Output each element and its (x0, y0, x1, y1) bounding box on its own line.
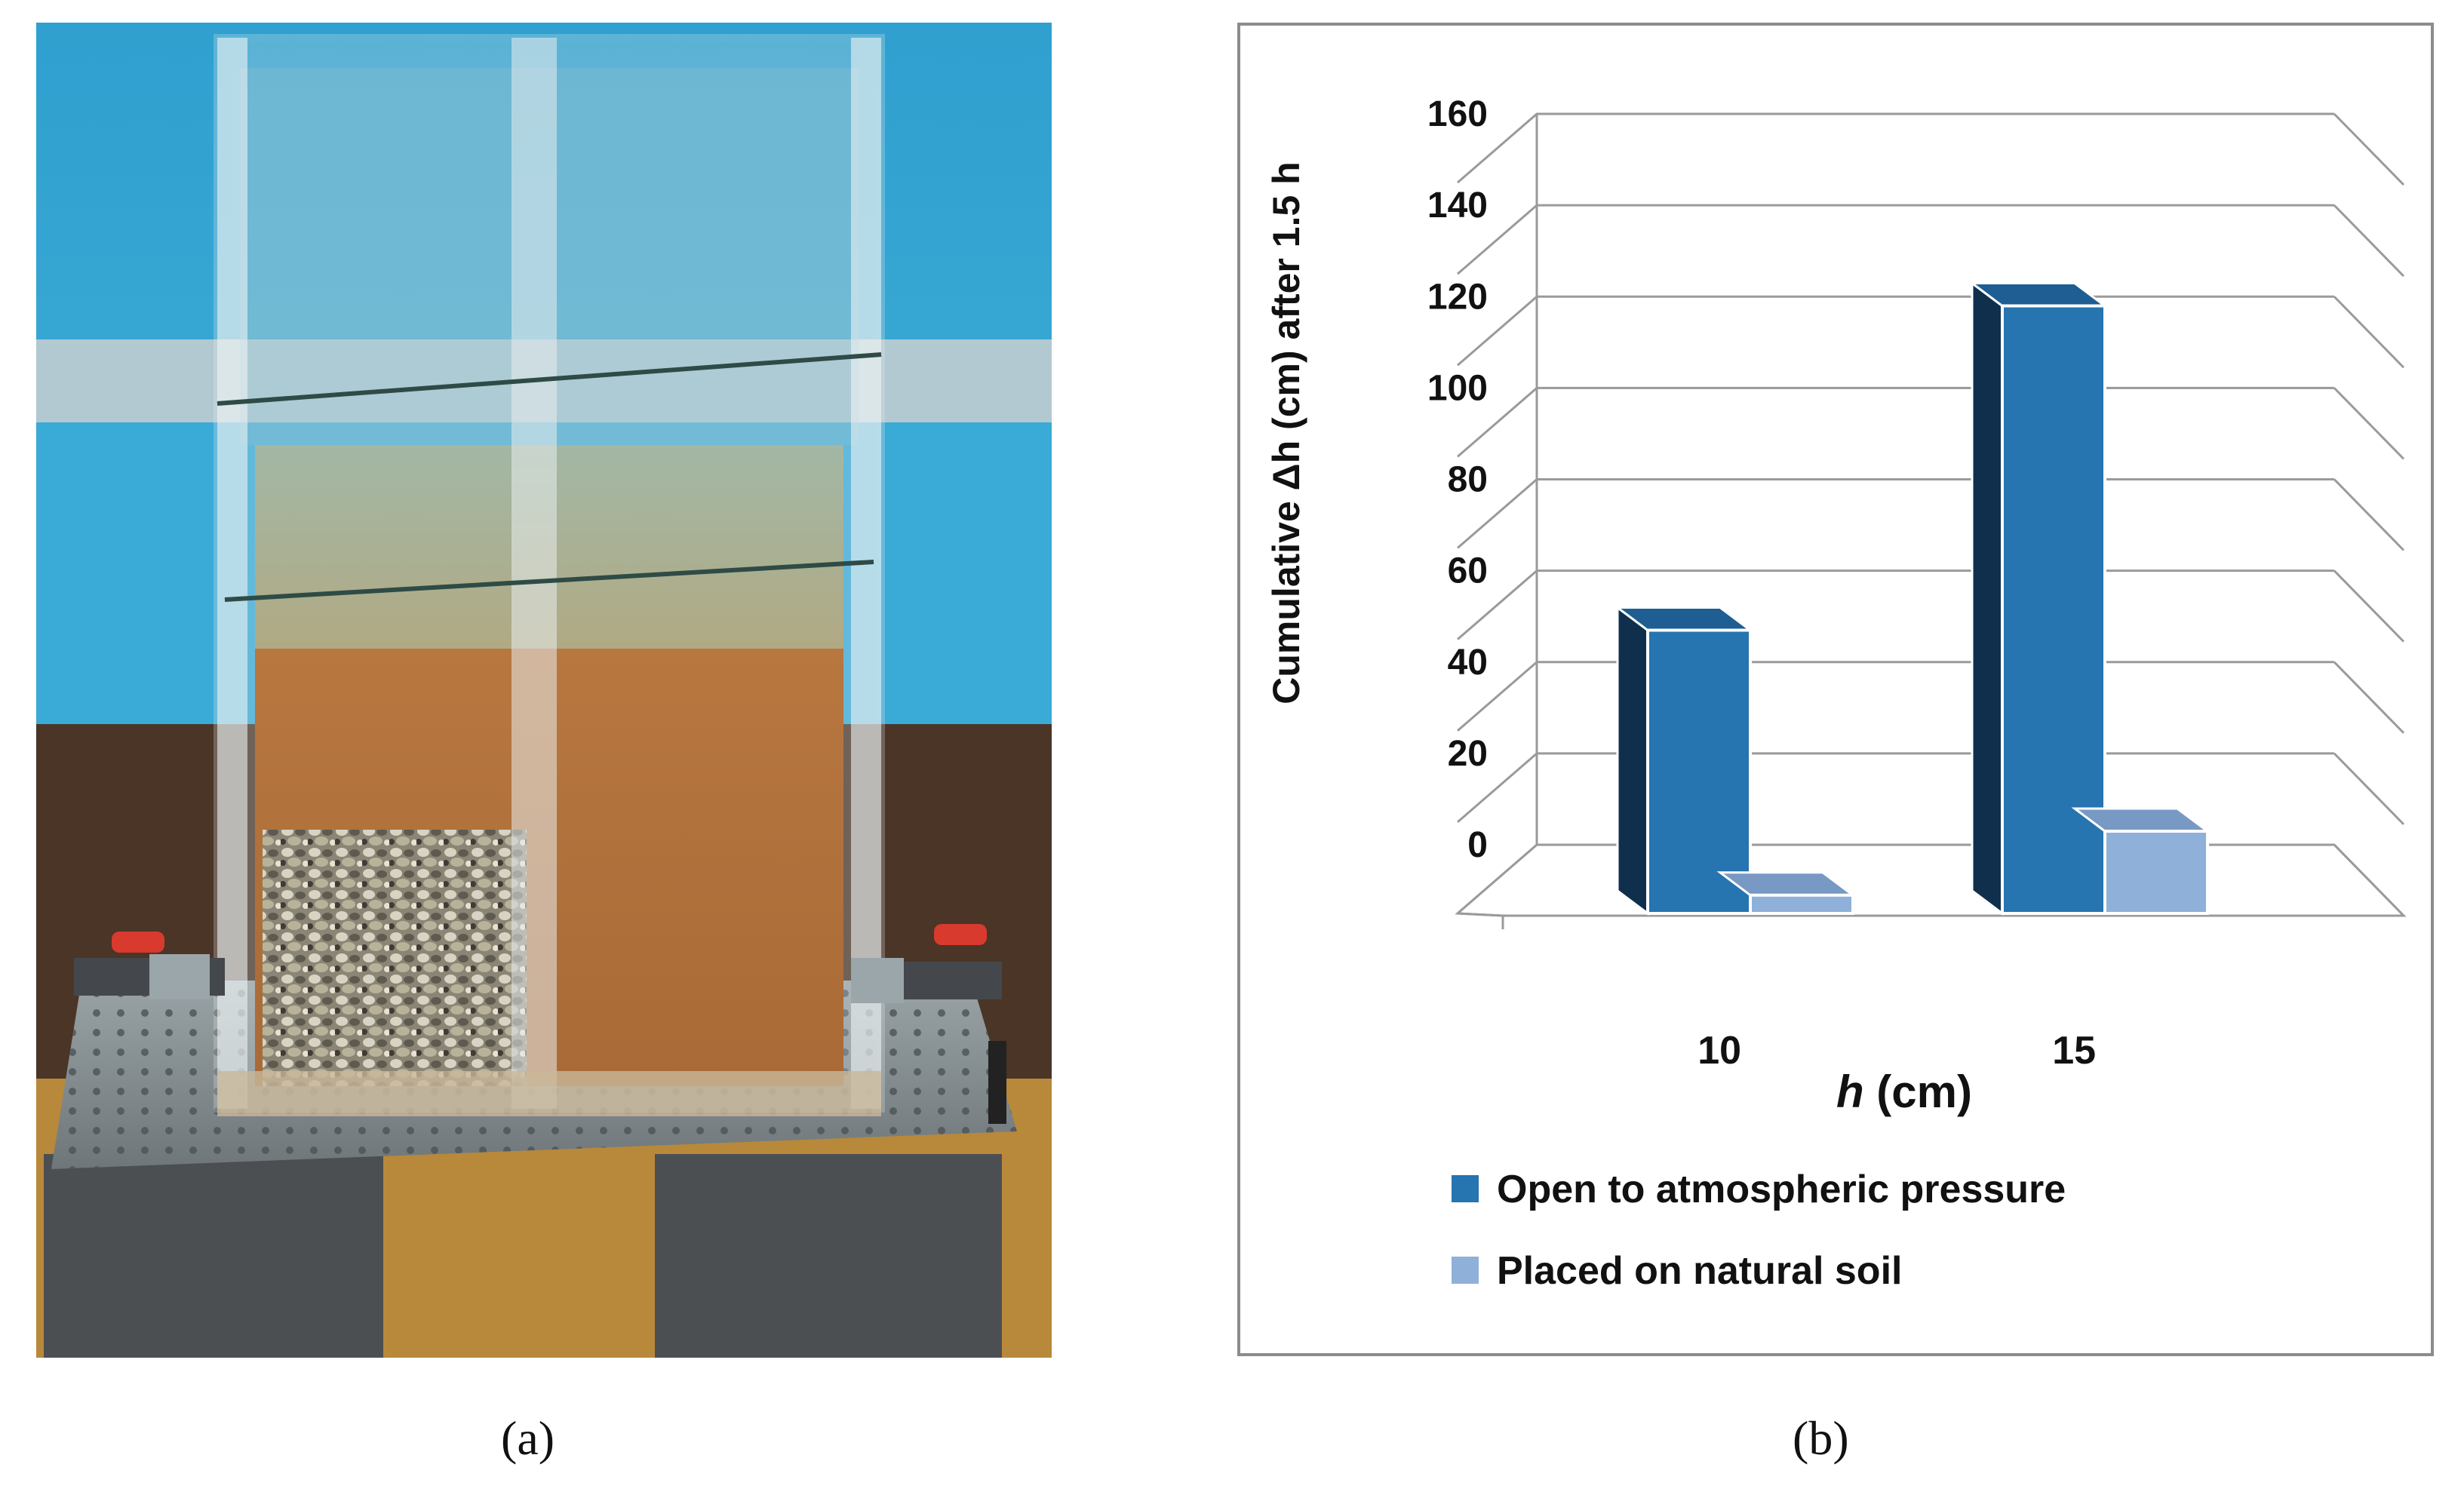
y-tick-label: 120 (1427, 277, 1488, 317)
gridline-perspective (2333, 569, 2405, 643)
gridline-perspective (2333, 478, 2405, 551)
y-tick-label: 20 (1448, 734, 1488, 774)
bar (2001, 304, 2106, 915)
panel-a-label: (a) (501, 1411, 555, 1465)
y-tick-label: 0 (1467, 825, 1488, 865)
x-tick-label: 15 (2052, 1029, 2096, 1073)
bar-chart: 0 20 40 60 80 100 120 140 160 Cumulative Δh (cm) … (1265, 94, 2407, 1293)
legend-swatch (1452, 1257, 1479, 1284)
soil-column-photo (36, 23, 1052, 1358)
gridline-perspective (2333, 752, 2405, 825)
y-tick-label: 80 (1448, 460, 1488, 500)
bar (1646, 628, 1752, 915)
gridline-perspective (2333, 387, 2405, 460)
x-axis-label: h (cm) (1836, 1067, 1972, 1117)
chart-floor (1455, 843, 2407, 917)
legend-entry: Placed on natural soil (1497, 1249, 1902, 1293)
legend-entry: Open to atmospheric pressure (1497, 1168, 2066, 1211)
y-tick-label: 40 (1448, 643, 1488, 683)
x-tick-label: 10 (1697, 1029, 1741, 1073)
chart-panel-b: 0 20 40 60 80 100 120 140 160 Cumulative Δh (cm) … (1237, 23, 2434, 1356)
bar-side (1971, 281, 2004, 916)
y-tick-label: 140 (1427, 186, 1488, 226)
floor-left-edge (1457, 912, 1504, 917)
x-axis-label-variable: h (1836, 1067, 1864, 1117)
y-axis-label: Cumulative Δh (cm) after 1.5 h (1265, 161, 1307, 704)
gridline-perspective (2333, 296, 2405, 369)
bar-side (1616, 605, 1649, 916)
gridline-perspective (2333, 661, 2405, 734)
photo-panel-a (36, 23, 1052, 1358)
panel-b-label: (b) (1793, 1411, 1849, 1465)
gridline-perspective (2333, 204, 2405, 278)
x-axis-label-unit: (cm) (1864, 1067, 1972, 1117)
y-tick-label: 60 (1448, 551, 1488, 591)
y-tick-label: 160 (1427, 94, 1488, 134)
legend-swatch (1452, 1175, 1479, 1202)
y-tick-label: 100 (1427, 368, 1488, 408)
bar (2103, 829, 2209, 916)
gridline-perspective (2333, 112, 2405, 186)
bar (1749, 893, 1854, 916)
